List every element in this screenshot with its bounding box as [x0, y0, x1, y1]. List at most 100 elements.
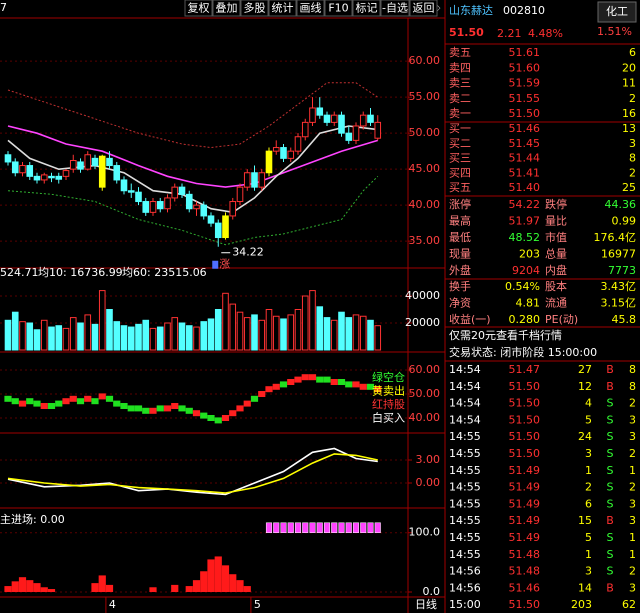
- candle-body: [251, 172, 258, 188]
- candle-body: [200, 204, 208, 217]
- y-tick-label: 40.00: [409, 198, 441, 211]
- tick-volume: 24: [578, 430, 592, 443]
- toolbar-button[interactable]: [212, 0, 241, 17]
- tick-price: 51.48: [509, 548, 541, 561]
- y-tick-label: 40.00: [409, 411, 441, 424]
- signal-block: [316, 376, 324, 383]
- entry-bar: [98, 575, 106, 592]
- tick-count: 3: [629, 581, 636, 594]
- candle-body: [120, 179, 128, 192]
- toolbar-label: 标记: [356, 1, 378, 15]
- toolbar-button[interactable]: [240, 0, 269, 17]
- toolbar-button[interactable]: [352, 0, 381, 17]
- volume-bar: [258, 319, 266, 351]
- stat-label: 涨停: [449, 197, 471, 211]
- promo: 仅需20元查看千档行情: [449, 328, 562, 342]
- y-tick-label: 0.00: [416, 476, 441, 489]
- signal-block: [185, 407, 193, 414]
- signal-block: [113, 400, 121, 407]
- tick-side: S: [607, 464, 614, 477]
- volume-bar: [142, 319, 150, 351]
- candle-body: [258, 172, 266, 188]
- y-tick-label: 0.0: [423, 585, 441, 598]
- order-label: 卖四: [449, 61, 471, 74]
- marker-icon: [212, 260, 219, 269]
- control-bar: [367, 522, 374, 533]
- stat-value: 4.81: [516, 297, 541, 310]
- order-label: 买四: [449, 166, 471, 179]
- signal-block: [221, 415, 230, 421]
- volume-bar: [316, 306, 324, 351]
- signal-block: [359, 383, 367, 390]
- volume-bar: [272, 315, 280, 351]
- signal-block: [142, 407, 150, 414]
- toolbar-button[interactable]: [380, 0, 410, 17]
- signal-block: [207, 415, 215, 421]
- tick-volume: 4: [585, 397, 592, 410]
- signal-block: [69, 395, 77, 402]
- signal-block: [18, 400, 27, 407]
- candle-body: [113, 165, 121, 181]
- tick-time: 14:55: [449, 430, 481, 443]
- entry-bar: [26, 580, 34, 592]
- toolbar-button[interactable]: [296, 0, 325, 17]
- volume-bar: [222, 292, 229, 351]
- volume-bar: [149, 327, 157, 351]
- control-bar: [265, 522, 273, 533]
- stat-value: 44.36: [605, 198, 637, 211]
- tick-price: 51.50: [509, 413, 541, 426]
- signal-block: [345, 381, 353, 388]
- candle-body: [106, 157, 113, 167]
- tick-side: S: [607, 413, 614, 426]
- volume-bar: [40, 319, 48, 351]
- order-label: 卖五: [449, 46, 471, 59]
- tick-volume: 14: [578, 581, 592, 594]
- y-tick-label: 50.00: [409, 387, 441, 400]
- candle-body: [222, 215, 229, 239]
- order-label: 买三: [449, 152, 471, 165]
- tick-price: 51.49: [509, 481, 541, 494]
- price: 51.50: [449, 26, 484, 39]
- tick-time: 14:54: [449, 363, 481, 376]
- stat-label: PE(动): [545, 313, 578, 326]
- signal-block: [84, 395, 92, 402]
- signal-block: [47, 403, 56, 409]
- y-tick-label: 60.00: [409, 363, 441, 376]
- volume-bar: [338, 311, 345, 351]
- control-bar: [273, 522, 280, 533]
- control-bar: [374, 522, 381, 533]
- stat-label: 现量: [449, 248, 471, 261]
- stat-value: 48.52: [509, 231, 541, 244]
- order-label: 卖二: [449, 92, 471, 105]
- volume-bar: [77, 322, 84, 351]
- signal-block: [214, 417, 222, 424]
- signal-block: [236, 405, 244, 412]
- candle-body: [193, 204, 200, 210]
- signal-block: [76, 398, 85, 405]
- order-volume: 6: [629, 46, 636, 59]
- signal-block: [98, 393, 106, 400]
- order-volume: 2: [629, 166, 636, 179]
- order-volume: 11: [622, 77, 636, 90]
- tick-side: S: [607, 481, 614, 494]
- candle-body: [229, 201, 237, 217]
- change: 2.21: [497, 27, 522, 40]
- toolbar-label: 叠加: [216, 2, 238, 15]
- volume-bar: [69, 317, 77, 351]
- tick-side: S: [607, 565, 614, 578]
- candle-body: [11, 161, 19, 174]
- entry-bar: [105, 584, 114, 592]
- stat-value: 16977: [601, 248, 636, 261]
- tick-price: 51.47: [509, 363, 541, 376]
- candle-body: [142, 201, 150, 213]
- toolbar-button[interactable]: [184, 0, 213, 17]
- toolbar-button[interactable]: [324, 0, 353, 17]
- entry-bar: [221, 565, 230, 592]
- y-tick-label: 20000: [405, 316, 440, 329]
- signal-block: [337, 379, 346, 385]
- toolbar-button[interactable]: [409, 0, 438, 17]
- candle-body: [77, 161, 84, 170]
- stat-value: 7773: [608, 264, 636, 277]
- stat-label: 流通: [545, 296, 567, 310]
- toolbar-button[interactable]: [268, 0, 297, 17]
